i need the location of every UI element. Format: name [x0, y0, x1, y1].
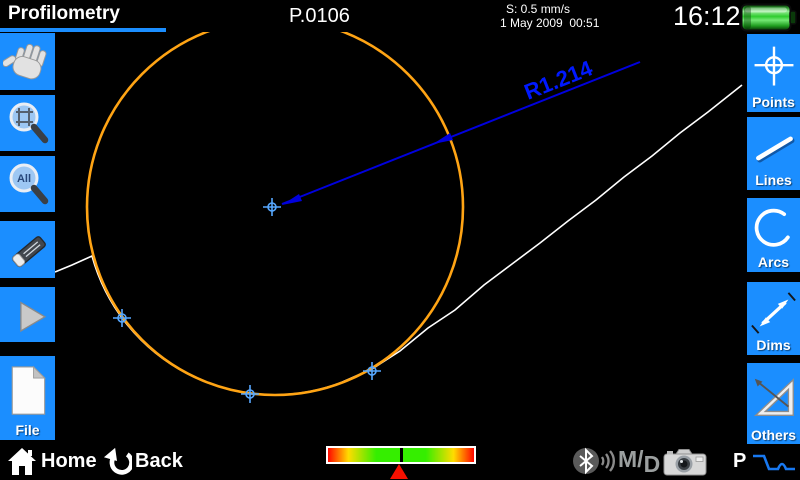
back-arrow-icon: [103, 447, 132, 475]
eraser-icon: [11, 235, 46, 267]
set-square-icon: [753, 378, 794, 416]
profile-wave-icon: [753, 454, 795, 471]
dimension-arrowhead-edge: [433, 133, 453, 144]
bluetooth-button[interactable]: [572, 446, 620, 476]
bluetooth-icon: [573, 447, 615, 475]
measure-info: S: 0.5 mm/s 1 May 2009 00:51: [500, 2, 599, 30]
dims-button-label: Dims: [756, 337, 791, 353]
mode-m: M: [618, 446, 638, 472]
back-button[interactable]: Back: [102, 447, 183, 475]
home-button-label: Home: [41, 449, 97, 472]
lines-button-label: Lines: [755, 172, 792, 188]
arcs-button[interactable]: Arcs: [747, 198, 800, 272]
dims-button[interactable]: Dims: [747, 282, 800, 355]
camera-icon: [663, 449, 707, 476]
file-button-label: File: [15, 422, 40, 438]
zoom-all-text: All: [16, 173, 30, 185]
points-crosshair-icon: [754, 46, 793, 86]
speed-readout: S: 0.5 mm/s: [506, 2, 571, 16]
zoom-all-icon: All: [9, 163, 48, 205]
zoom-region-icon: [9, 102, 48, 144]
zoom-all-button[interactable]: All: [0, 156, 55, 212]
line-icon: [755, 136, 794, 162]
arcs-button-label: Arcs: [757, 254, 790, 270]
play-button[interactable]: [0, 287, 55, 342]
level-pointer: [390, 464, 408, 479]
pan-button[interactable]: [0, 33, 55, 90]
top-status-bar: Profilometry P.0106 S: 0.5 mm/s 1 May 20…: [0, 0, 800, 32]
point-marker[interactable]: [363, 362, 381, 380]
camera-button[interactable]: [662, 446, 708, 477]
dimension-arrow-icon: [750, 291, 796, 334]
home-button[interactable]: Home: [6, 446, 97, 476]
mode-toggle[interactable]: M/D: [618, 446, 660, 477]
back-button-label: Back: [135, 449, 183, 472]
play-icon: [19, 300, 46, 332]
file-button[interactable]: File: [0, 356, 55, 440]
point-markers[interactable]: [113, 198, 381, 403]
datetime-readout: 1 May 2009 00:51: [500, 16, 600, 30]
others-button[interactable]: Others: [747, 363, 800, 445]
mode-d: D: [643, 451, 661, 477]
page-title: Profilometry: [8, 3, 120, 24]
points-button[interactable]: Points: [747, 34, 800, 112]
others-button-label: Others: [750, 427, 797, 443]
mode-slash: /: [637, 446, 644, 472]
point-marker[interactable]: [241, 385, 259, 403]
clock: 16:12: [673, 1, 741, 31]
level-indicator-bar: [326, 446, 476, 464]
profile-wave-button[interactable]: [751, 452, 797, 474]
arc-icon: [754, 208, 790, 247]
battery-icon: [740, 3, 797, 32]
title-underline: [0, 28, 166, 32]
zoom-region-button[interactable]: [0, 95, 55, 151]
dimension-arrowhead-center: [282, 194, 302, 205]
point-marker[interactable]: [263, 198, 281, 216]
program-number: P.0106: [289, 5, 350, 27]
home-icon: [8, 448, 36, 475]
level-center-tick: [400, 448, 403, 462]
radius-dimension-label: R1.214: [521, 55, 597, 105]
profile-indicator-label: P: [733, 450, 747, 472]
pan-hand-icon: [2, 43, 46, 79]
lines-button[interactable]: Lines: [747, 117, 800, 190]
eraser-button[interactable]: [0, 221, 55, 278]
file-icon: [11, 365, 46, 415]
point-marker[interactable]: [113, 309, 131, 327]
points-button-label: Points: [752, 94, 795, 110]
bottom-bar: Home Back M/D P: [0, 444, 800, 480]
